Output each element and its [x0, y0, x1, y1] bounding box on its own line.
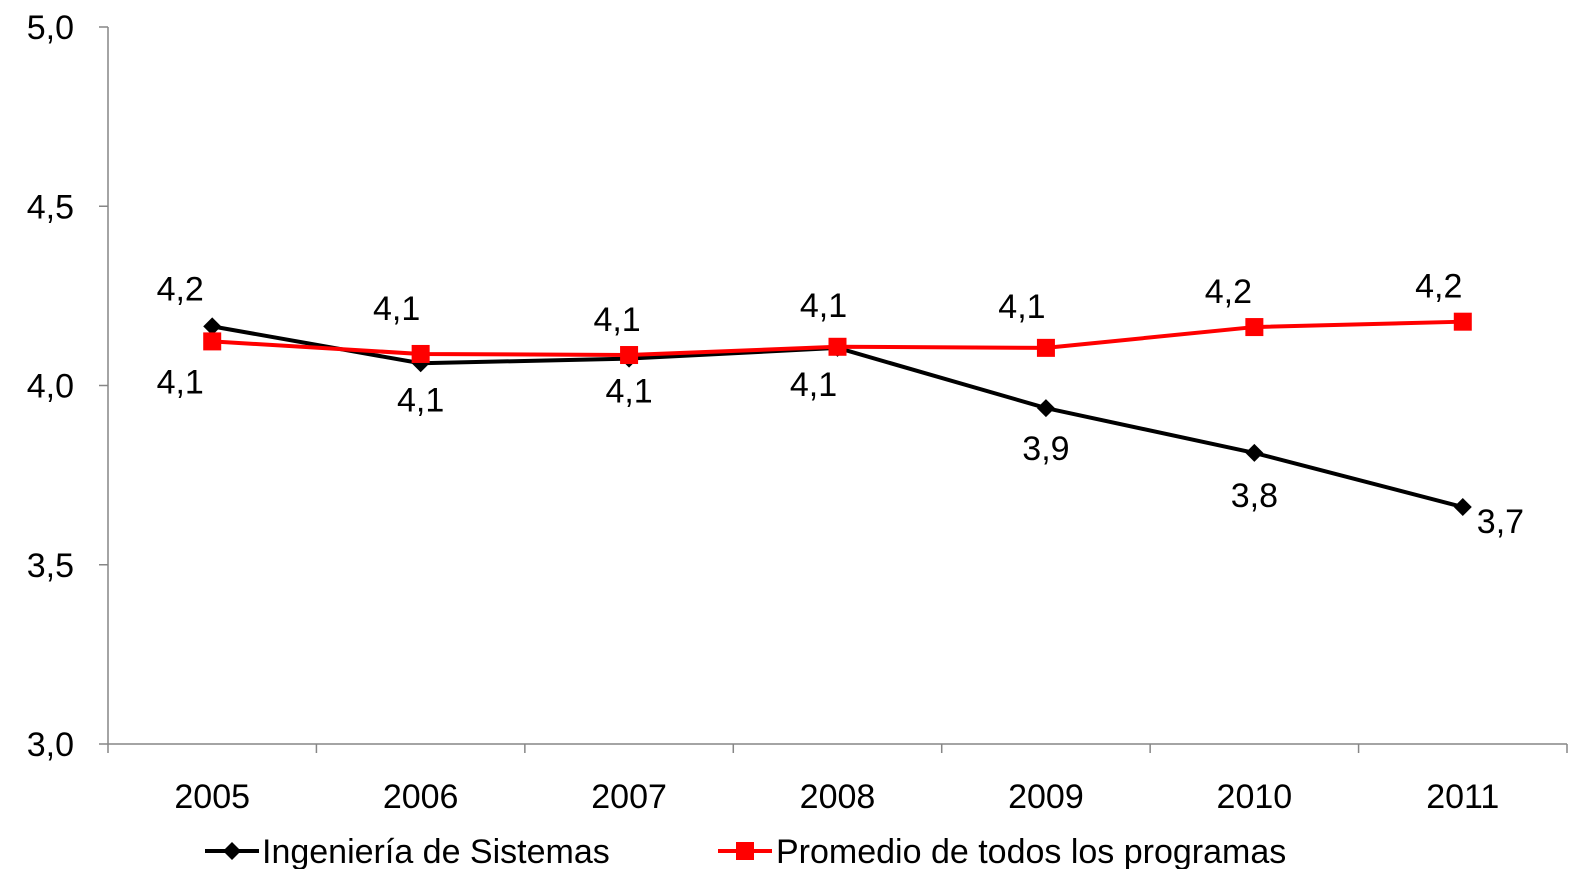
- data-point-series-2: [1036, 338, 1055, 357]
- data-point-series-2: [1245, 318, 1264, 337]
- legend-marker-2: [736, 842, 754, 860]
- data-label-series-1: 4,1: [605, 373, 652, 411]
- axes: 3,0 3,5 4,0 4,5 5,0 2005 2006 2007 2008 2009 2010 2…: [27, 9, 1568, 816]
- data-label-series-2: 4,1: [800, 287, 847, 325]
- data-labels: 4,2 4,1 4,1 4,1 3,9 3,8 3,7 4,1 4,1 4,1 4,1 4,1 4,2 4…: [157, 268, 1524, 541]
- legend-label-1: Ingeniería de Sistemas: [262, 833, 610, 869]
- x-tick-label: 2007: [591, 778, 667, 816]
- y-tick-label: 3,0: [27, 726, 74, 764]
- data-point-series-1: [1245, 443, 1264, 462]
- data-label-series-2: 4,2: [1205, 273, 1252, 311]
- y-tick-label: 4,5: [27, 188, 74, 226]
- legend: Ingeniería de Sistemas Promedio de todos …: [205, 833, 1286, 871]
- series-lines: [203, 312, 1472, 517]
- x-tick-label: 2006: [383, 778, 459, 816]
- data-label-series-2: 4,1: [593, 301, 640, 339]
- y-tick-label: 5,0: [27, 9, 74, 47]
- legend-marker-1: [223, 842, 241, 860]
- x-tick-label: 2009: [1008, 778, 1084, 816]
- x-tick-label: 2011: [1426, 778, 1499, 816]
- data-label-series-2: 4,1: [157, 363, 204, 401]
- y-tick-label: 3,5: [27, 547, 74, 585]
- data-label-series-1: 3,9: [1022, 430, 1069, 468]
- data-point-series-2: [1453, 312, 1472, 331]
- data-label-series-1: 4,1: [397, 381, 444, 419]
- y-tick-label: 4,0: [27, 368, 74, 406]
- data-label-series-1: 3,8: [1231, 477, 1278, 515]
- data-point-series-2: [828, 337, 847, 356]
- data-label-series-1: 4,2: [157, 270, 204, 308]
- data-label-series-1: 3,7: [1477, 503, 1524, 541]
- x-tick-label: 2008: [800, 778, 876, 816]
- data-point-series-1: [203, 317, 222, 336]
- data-point-series-2: [203, 332, 222, 351]
- x-tick-label: 2010: [1217, 778, 1293, 816]
- data-point-series-2: [411, 344, 430, 363]
- data-label-series-2: 4,2: [1415, 268, 1462, 306]
- data-label-series-2: 4,1: [373, 290, 420, 328]
- data-point-series-2: [620, 346, 639, 365]
- legend-label-2: Promedio de todos los programas: [776, 833, 1286, 869]
- data-label-series-2: 4,1: [998, 288, 1045, 326]
- x-tick-label: 2005: [174, 778, 250, 816]
- data-point-series-1: [1453, 498, 1472, 517]
- data-point-series-1: [1036, 399, 1055, 418]
- data-label-series-1: 4,1: [790, 366, 837, 404]
